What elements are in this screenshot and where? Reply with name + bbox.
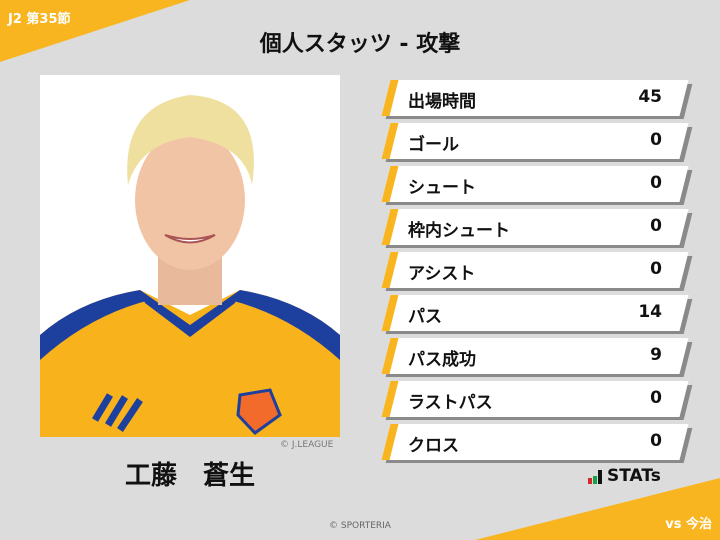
opponent-label: vs 今治: [665, 517, 712, 532]
player-photo: [40, 75, 340, 437]
stats-list: 出場時間 45 ゴール 0 シュート 0 枠内シュート 0 アシスト 0 パス 14 パス成…: [381, 80, 693, 467]
stat-label: ゴール: [408, 135, 459, 155]
player-name: 工藤 蒼生: [124, 461, 255, 491]
stat-row-passes: パス 14: [381, 295, 693, 334]
brand-text: STATs: [607, 466, 661, 486]
stat-label: パス: [408, 307, 442, 327]
stat-row-shots-on-target: 枠内シュート 0: [381, 209, 693, 248]
stat-value: 0: [650, 173, 662, 193]
stat-value: 14: [638, 302, 662, 322]
stat-value: 0: [650, 259, 662, 279]
stat-row-goals: ゴール 0: [381, 123, 693, 162]
stat-row-crosses: クロス 0: [381, 424, 693, 463]
stat-value: 0: [650, 130, 662, 150]
stat-value: 0: [650, 431, 662, 451]
stat-row-assists: アシスト 0: [381, 252, 693, 291]
stat-value: 0: [650, 388, 662, 408]
stat-label: 出場時間: [408, 92, 476, 112]
stat-row-shots: シュート 0: [381, 166, 693, 205]
stat-value: 45: [638, 87, 662, 107]
stats-brand-logo: STATs: [588, 466, 661, 486]
footer-copyright: © SPORTERIA: [329, 521, 391, 531]
stat-row-minutes: 出場時間 45: [381, 80, 693, 119]
photo-credit: © J.LEAGUE: [280, 440, 334, 450]
stat-row-key-passes: ラストパス 0: [381, 381, 693, 420]
stat-label: シュート: [408, 178, 476, 198]
round-label: J2 第35節: [8, 12, 71, 27]
stat-label: 枠内シュート: [408, 221, 510, 241]
stat-label: クロス: [408, 436, 459, 456]
stat-value: 9: [650, 345, 662, 365]
stat-label: アシスト: [408, 264, 476, 284]
stat-row-successful-passes: パス成功 9: [381, 338, 693, 377]
bar-chart-icon: [588, 470, 602, 484]
page-title: 個人スタッツ - 攻撃: [259, 32, 461, 57]
stat-label: ラストパス: [408, 393, 493, 413]
stat-label: パス成功: [408, 350, 476, 370]
stat-value: 0: [650, 216, 662, 236]
